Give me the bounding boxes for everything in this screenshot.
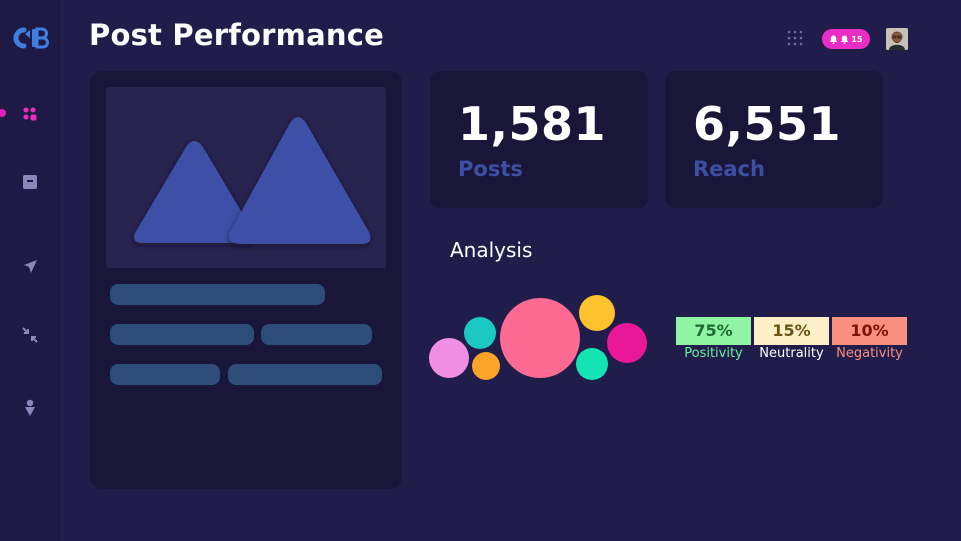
notifications-button[interactable]: 15 xyxy=(822,29,870,49)
send-icon xyxy=(23,259,37,273)
page-title: Post Performance xyxy=(89,18,384,52)
sentiment-label: Positivity xyxy=(684,346,743,361)
bubble xyxy=(429,338,469,378)
stat-value: 1,581 xyxy=(458,97,607,151)
text-placeholder-line xyxy=(110,284,325,305)
sentiment-percent: 75% xyxy=(676,317,751,345)
sentiment-percent: 15% xyxy=(754,317,829,345)
stat-card-reach[interactable]: 6,551 Reach xyxy=(665,71,883,208)
dashboard-icon xyxy=(23,107,37,121)
text-placeholder-line xyxy=(261,324,372,345)
avatar[interactable] xyxy=(886,28,908,50)
bell-icon xyxy=(841,34,849,44)
sentiment-neutrality: 15% Neutrality xyxy=(754,317,829,361)
apps-grid-icon[interactable] xyxy=(787,30,803,46)
bubble xyxy=(472,352,500,380)
user-avatar-image xyxy=(886,28,908,50)
active-indicator xyxy=(0,109,6,117)
bubble-chart xyxy=(429,295,647,380)
bubble xyxy=(464,317,496,349)
sentiment-negativity: 10% Negativity xyxy=(832,317,907,361)
logo[interactable] xyxy=(11,26,49,50)
stat-value: 6,551 xyxy=(693,97,842,151)
image-placeholder xyxy=(106,87,386,268)
sentiment-label: Negativity xyxy=(836,346,903,361)
notification-count: 15 xyxy=(851,34,863,44)
bubble xyxy=(579,295,615,331)
bubble xyxy=(576,348,608,380)
collapse-arrows-icon xyxy=(22,327,38,343)
location-pin-icon xyxy=(25,399,35,416)
sidebar-item-dashboard[interactable] xyxy=(20,104,40,124)
image-icon xyxy=(134,117,371,244)
stat-label: Posts xyxy=(458,157,523,181)
text-placeholder-line xyxy=(110,324,254,345)
stat-card-posts[interactable]: 1,581 Posts xyxy=(430,71,648,208)
text-placeholder-line xyxy=(110,364,220,385)
sentiment-label: Neutrality xyxy=(759,346,824,361)
sidebar-item-collapse[interactable] xyxy=(20,325,40,345)
stat-label: Reach xyxy=(693,157,765,181)
text-placeholder-line xyxy=(228,364,382,385)
archive-icon xyxy=(23,175,37,189)
sidebar xyxy=(0,0,60,541)
sidebar-item-send[interactable] xyxy=(20,256,40,276)
bubble xyxy=(500,298,580,378)
post-preview-card[interactable] xyxy=(90,71,402,489)
analysis-title: Analysis xyxy=(450,238,533,262)
sentiment-percent: 10% xyxy=(832,317,907,345)
sentiment-positivity: 75% Positivity xyxy=(676,317,751,361)
bubble xyxy=(607,323,647,363)
bell-icon xyxy=(830,34,838,44)
sidebar-item-archive[interactable] xyxy=(20,172,40,192)
sidebar-item-location[interactable] xyxy=(20,398,40,418)
